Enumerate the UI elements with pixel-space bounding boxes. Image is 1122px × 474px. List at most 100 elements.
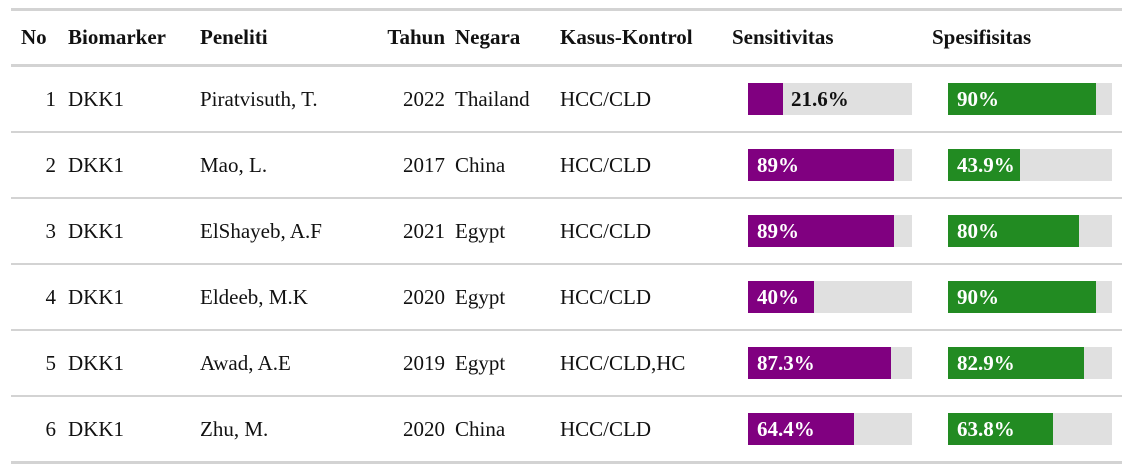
specificity-bar: 63.8% <box>948 413 1112 445</box>
cell-spesifisitas: 90% <box>932 66 1122 133</box>
cell-peneliti: Awad, A.E <box>200 350 291 375</box>
sensitivity-bar-fill <box>748 83 783 115</box>
cell-kasus-kontrol: HCC/CLD <box>560 284 652 309</box>
cell-kasus-kontrol: HCC/CLD <box>560 416 652 441</box>
specificity-bar: 43.9% <box>948 149 1112 181</box>
cell-sensitivitas: 40% <box>732 264 932 330</box>
cell-kasus-kontrol: HCC/CLD <box>560 152 652 177</box>
specificity-value-label: 90% <box>957 87 999 111</box>
cell-tahun: 2020 <box>403 284 445 309</box>
cell-negara: China <box>455 416 506 441</box>
sensitivity-bar-fill <box>748 347 891 379</box>
cell-sensitivitas: 89% <box>732 132 932 198</box>
sensitivity-value-label: 89% <box>757 219 799 243</box>
table-row: 1 DKK1 Piratvisuth, T. 2022 Thailand HCC/CLD 2… <box>11 66 1122 133</box>
cell-biomarker: DKK1 <box>68 152 124 177</box>
cell-no: 1 <box>45 86 57 111</box>
cell-kasus-kontrol: HCC/CLD,HC <box>560 350 686 375</box>
table-row: 4 DKK1 Eldeeb, M.K 2020 Egypt HCC/CLD 40% 90% <box>11 264 1122 330</box>
table-row: 6 DKK1 Zhu, M. 2020 China HCC/CLD 64.4% 63.8% <box>11 396 1122 463</box>
header-negara: Negara <box>455 25 521 49</box>
cell-peneliti: Eldeeb, M.K <box>200 284 308 309</box>
specificity-value-label: 90% <box>957 285 999 309</box>
specificity-bar-fill <box>948 347 1084 379</box>
specificity-value-label: 80% <box>957 219 999 243</box>
cell-sensitivitas: 89% <box>732 198 932 264</box>
cell-tahun: 2020 <box>403 416 445 441</box>
specificity-value-label: 63.8% <box>957 417 1015 441</box>
sensitivity-bar: 64.4% <box>748 413 912 445</box>
table-body: 1 DKK1 Piratvisuth, T. 2022 Thailand HCC/CLD 2… <box>11 66 1122 463</box>
sensitivity-bar: 40% <box>748 281 912 313</box>
sensitivity-value-label: 64.4% <box>757 417 815 441</box>
biomarker-table-container: No Biomarker Peneliti Tahun Negara Kasus… <box>11 8 1122 464</box>
cell-spesifisitas: 80% <box>932 198 1122 264</box>
cell-negara: Egypt <box>455 284 506 309</box>
sensitivity-bar: 89% <box>748 215 912 247</box>
sensitivity-bar-fill <box>748 281 814 313</box>
cell-biomarker: DKK1 <box>68 416 124 441</box>
table-row: 3 DKK1 ElShayeb, A.F 2021 Egypt HCC/CLD 89% 80% <box>11 198 1122 264</box>
cell-sensitivitas: 87.3% <box>732 330 932 396</box>
sensitivity-value-label: 40% <box>757 285 799 309</box>
sensitivity-value-label: 89% <box>757 153 799 177</box>
specificity-bar-fill <box>948 281 1096 313</box>
cell-tahun: 2022 <box>403 86 445 111</box>
cell-spesifisitas: 82.9% <box>932 330 1122 396</box>
cell-no: 3 <box>45 218 57 243</box>
header-biomarker: Biomarker <box>68 25 166 49</box>
cell-negara: Egypt <box>455 350 506 375</box>
cell-biomarker: DKK1 <box>68 284 124 309</box>
cell-tahun: 2021 <box>403 218 445 243</box>
specificity-bar: 90% <box>948 281 1112 313</box>
cell-biomarker: DKK1 <box>68 350 124 375</box>
sensitivity-bar: 89% <box>748 149 912 181</box>
cell-no: 5 <box>45 350 57 375</box>
specificity-bar: 80% <box>948 215 1112 247</box>
cell-biomarker: DKK1 <box>68 86 124 111</box>
cell-negara: China <box>455 152 506 177</box>
header-spesifisitas: Spesifisitas <box>932 25 1032 49</box>
cell-sensitivitas: 21.6% <box>732 66 932 133</box>
cell-negara: Thailand <box>455 86 530 111</box>
cell-peneliti: ElShayeb, A.F <box>200 218 322 243</box>
sensitivity-bar-fill <box>748 413 854 445</box>
header-no: No <box>21 25 47 49</box>
sensitivity-bar-fill <box>748 149 894 181</box>
cell-peneliti: Piratvisuth, T. <box>200 86 318 111</box>
specificity-bar-fill <box>948 149 1020 181</box>
cell-no: 4 <box>45 284 57 309</box>
cell-spesifisitas: 63.8% <box>932 396 1122 463</box>
specificity-value-label: 82.9% <box>957 351 1015 375</box>
cell-negara: Egypt <box>455 218 506 243</box>
cell-tahun: 2019 <box>403 350 445 375</box>
cell-spesifisitas: 43.9% <box>932 132 1122 198</box>
cell-kasus-kontrol: HCC/CLD <box>560 218 652 243</box>
table-header: No Biomarker Peneliti Tahun Negara Kasus… <box>11 9 1122 66</box>
sensitivity-bar-fill <box>748 215 894 247</box>
specificity-bar-fill <box>948 83 1096 115</box>
cell-spesifisitas: 90% <box>932 264 1122 330</box>
cell-peneliti: Zhu, M. <box>200 416 269 441</box>
header-row: No Biomarker Peneliti Tahun Negara Kasus… <box>11 9 1122 66</box>
specificity-bar-fill <box>948 413 1053 445</box>
cell-sensitivitas: 64.4% <box>732 396 932 463</box>
sensitivity-bar: 21.6% <box>748 83 912 115</box>
header-tahun: Tahun <box>387 25 445 49</box>
sensitivity-bar: 87.3% <box>748 347 912 379</box>
header-peneliti: Peneliti <box>200 25 268 49</box>
specificity-bar: 90% <box>948 83 1112 115</box>
cell-tahun: 2017 <box>403 152 445 177</box>
specificity-bar: 82.9% <box>948 347 1112 379</box>
sensitivity-value-label: 87.3% <box>757 351 815 375</box>
cell-no: 2 <box>45 152 57 177</box>
header-sensitivitas: Sensitivitas <box>732 25 834 49</box>
cell-kasus-kontrol: HCC/CLD <box>560 86 652 111</box>
table-row: 2 DKK1 Mao, L. 2017 China HCC/CLD 89% 43.9% <box>11 132 1122 198</box>
specificity-bar-fill <box>948 215 1079 247</box>
specificity-value-label: 43.9% <box>957 153 1015 177</box>
cell-peneliti: Mao, L. <box>200 152 268 177</box>
table-row: 5 DKK1 Awad, A.E 2019 Egypt HCC/CLD,HC 87.3% 82… <box>11 330 1122 396</box>
cell-biomarker: DKK1 <box>68 218 124 243</box>
cell-no: 6 <box>45 416 57 441</box>
